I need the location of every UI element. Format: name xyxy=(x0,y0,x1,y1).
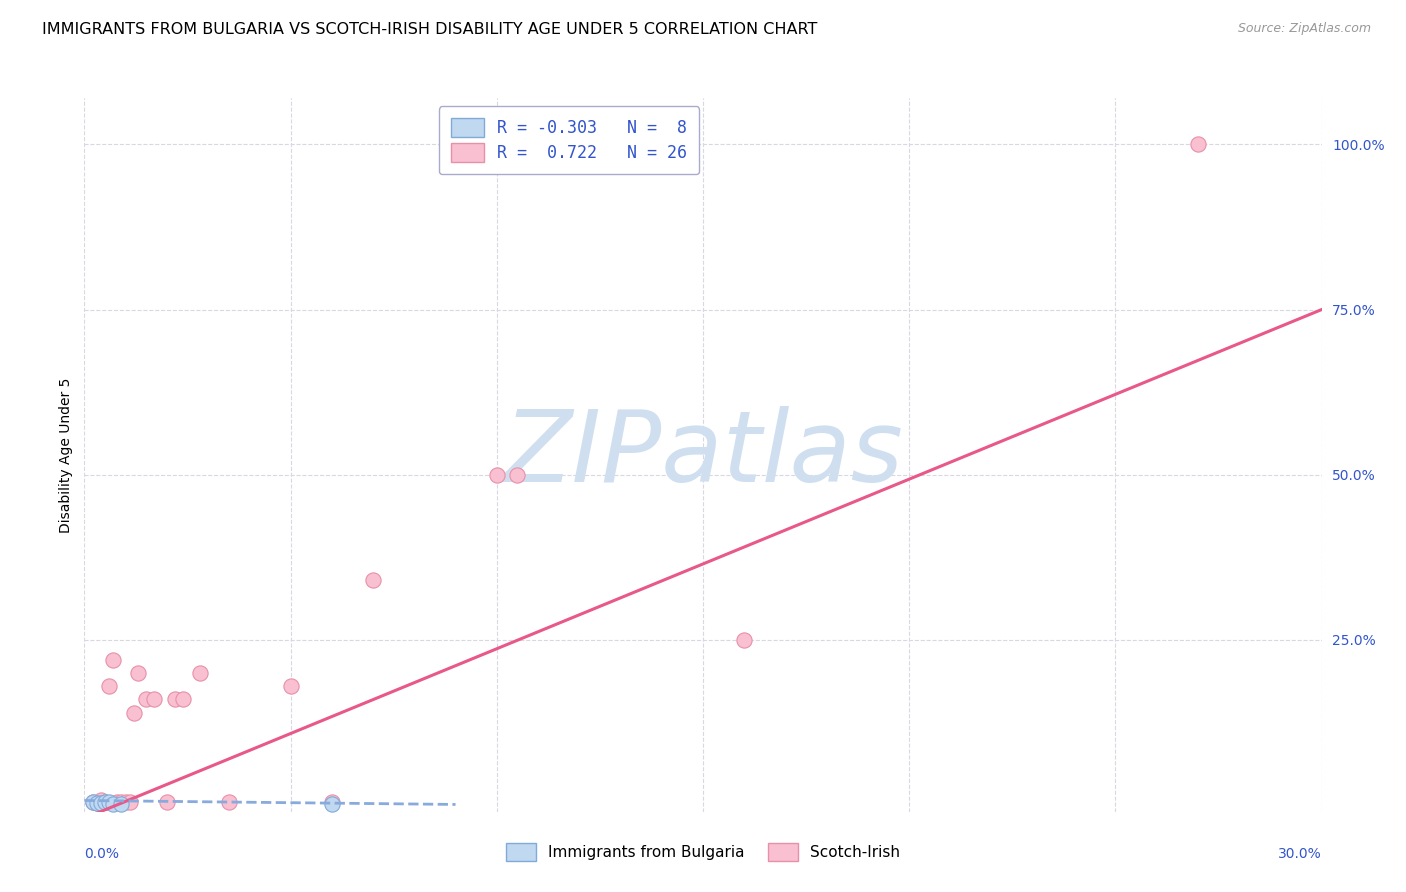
Text: ZIPatlas: ZIPatlas xyxy=(503,407,903,503)
Point xyxy=(110,797,132,811)
Point xyxy=(118,795,141,809)
Point xyxy=(280,679,302,693)
Point xyxy=(105,795,128,809)
Point xyxy=(94,796,117,810)
Point xyxy=(122,706,145,720)
Point xyxy=(1187,137,1209,152)
Text: 0.0%: 0.0% xyxy=(84,847,120,862)
Point xyxy=(90,793,112,807)
Point xyxy=(165,692,187,706)
Text: 30.0%: 30.0% xyxy=(1278,847,1322,862)
Point xyxy=(82,796,104,810)
Point xyxy=(361,574,384,588)
Point xyxy=(506,467,529,482)
Point xyxy=(127,665,149,680)
Point xyxy=(82,796,104,810)
Point xyxy=(98,679,121,693)
Point xyxy=(86,796,108,810)
Point xyxy=(143,692,166,706)
Point xyxy=(321,797,343,811)
Point xyxy=(114,795,136,809)
Text: Source: ZipAtlas.com: Source: ZipAtlas.com xyxy=(1237,22,1371,36)
Point xyxy=(103,797,125,811)
Point xyxy=(94,795,117,809)
Point xyxy=(98,796,121,810)
Point xyxy=(135,692,157,706)
Point xyxy=(172,692,194,706)
Point xyxy=(485,467,508,482)
Point xyxy=(110,795,132,809)
Point xyxy=(103,653,125,667)
Point xyxy=(218,795,240,809)
Point xyxy=(733,632,755,647)
Point xyxy=(188,665,211,680)
Point xyxy=(86,796,108,810)
Text: IMMIGRANTS FROM BULGARIA VS SCOTCH-IRISH DISABILITY AGE UNDER 5 CORRELATION CHAR: IMMIGRANTS FROM BULGARIA VS SCOTCH-IRISH… xyxy=(42,22,817,37)
Y-axis label: Disability Age Under 5: Disability Age Under 5 xyxy=(59,377,73,533)
Point xyxy=(156,795,179,809)
Legend: Immigrants from Bulgaria, Scotch-Irish: Immigrants from Bulgaria, Scotch-Irish xyxy=(498,836,908,868)
Point xyxy=(321,795,343,809)
Point xyxy=(90,796,112,810)
